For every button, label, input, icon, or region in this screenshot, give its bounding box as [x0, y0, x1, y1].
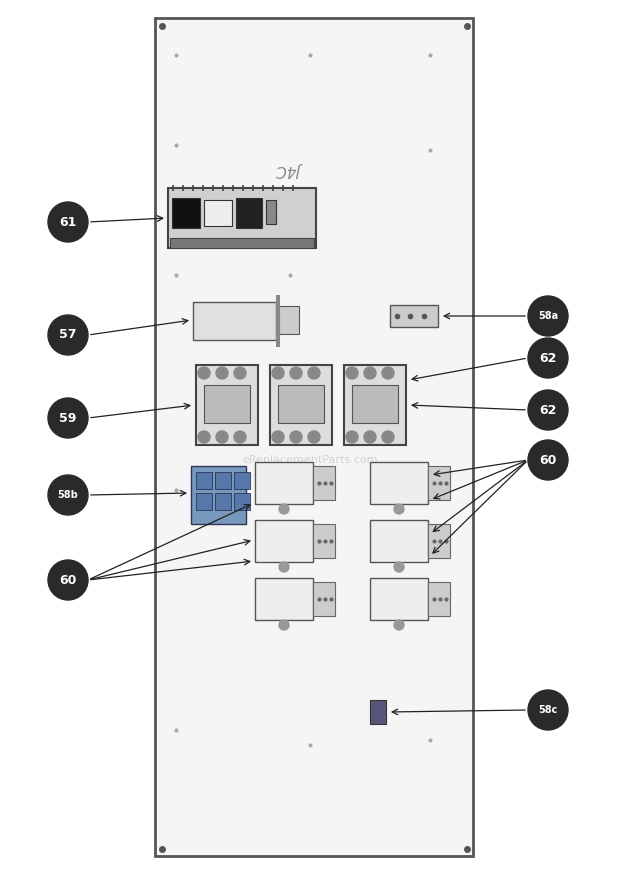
Bar: [234, 472, 250, 489]
Bar: [193, 302, 276, 340]
Circle shape: [48, 475, 88, 515]
Circle shape: [394, 620, 404, 630]
Circle shape: [528, 390, 568, 430]
Text: 60: 60: [60, 574, 77, 587]
Circle shape: [382, 431, 394, 443]
Text: 59: 59: [60, 411, 77, 425]
Circle shape: [394, 504, 404, 514]
Circle shape: [308, 431, 320, 443]
Circle shape: [528, 440, 568, 480]
Text: 61: 61: [60, 216, 77, 228]
Bar: [196, 493, 212, 510]
Circle shape: [48, 315, 88, 355]
Bar: [344, 365, 406, 445]
Bar: [313, 524, 335, 558]
Circle shape: [48, 560, 88, 600]
Text: 62: 62: [539, 351, 557, 365]
Bar: [276, 295, 280, 347]
Bar: [428, 524, 450, 558]
Bar: [266, 200, 276, 224]
Bar: [255, 520, 313, 562]
Circle shape: [279, 504, 289, 514]
Bar: [215, 493, 231, 510]
Text: 62: 62: [539, 403, 557, 417]
Bar: [313, 582, 335, 616]
Bar: [270, 365, 332, 445]
Bar: [234, 493, 250, 510]
Bar: [278, 385, 324, 423]
Circle shape: [308, 367, 320, 379]
Circle shape: [234, 367, 246, 379]
Bar: [370, 462, 428, 504]
Circle shape: [279, 562, 289, 572]
Bar: [255, 578, 313, 620]
Bar: [191, 466, 246, 524]
Circle shape: [198, 431, 210, 443]
Bar: [370, 578, 428, 620]
Bar: [428, 582, 450, 616]
Bar: [168, 188, 316, 248]
Circle shape: [272, 431, 284, 443]
Circle shape: [346, 367, 358, 379]
Bar: [390, 305, 438, 327]
Text: eReplacementParts.com: eReplacementParts.com: [242, 455, 378, 465]
Bar: [196, 365, 258, 445]
Text: 57: 57: [60, 328, 77, 342]
Bar: [196, 472, 212, 489]
Circle shape: [216, 367, 228, 379]
Circle shape: [528, 690, 568, 730]
Bar: [370, 700, 386, 724]
Circle shape: [198, 367, 210, 379]
Bar: [428, 466, 450, 500]
Circle shape: [272, 367, 284, 379]
Circle shape: [394, 562, 404, 572]
Text: 58c: 58c: [538, 705, 557, 715]
Circle shape: [48, 398, 88, 438]
Circle shape: [364, 431, 376, 443]
Circle shape: [528, 338, 568, 378]
Circle shape: [528, 296, 568, 336]
Bar: [352, 385, 398, 423]
Text: 60: 60: [539, 453, 557, 467]
Bar: [204, 385, 250, 423]
Circle shape: [290, 431, 302, 443]
Bar: [236, 198, 262, 228]
Text: 58b: 58b: [58, 490, 78, 500]
Circle shape: [290, 367, 302, 379]
Text: J4C: J4C: [281, 162, 306, 178]
Bar: [204, 200, 232, 226]
Circle shape: [382, 367, 394, 379]
Circle shape: [216, 431, 228, 443]
Circle shape: [279, 620, 289, 630]
Bar: [279, 306, 299, 334]
Bar: [313, 466, 335, 500]
Circle shape: [346, 431, 358, 443]
Bar: [155, 18, 473, 856]
Bar: [170, 238, 314, 248]
Bar: [215, 472, 231, 489]
Circle shape: [48, 202, 88, 242]
Bar: [255, 462, 313, 504]
Bar: [370, 520, 428, 562]
Circle shape: [364, 367, 376, 379]
Text: 58a: 58a: [538, 311, 558, 321]
Circle shape: [234, 431, 246, 443]
Bar: [172, 198, 200, 228]
